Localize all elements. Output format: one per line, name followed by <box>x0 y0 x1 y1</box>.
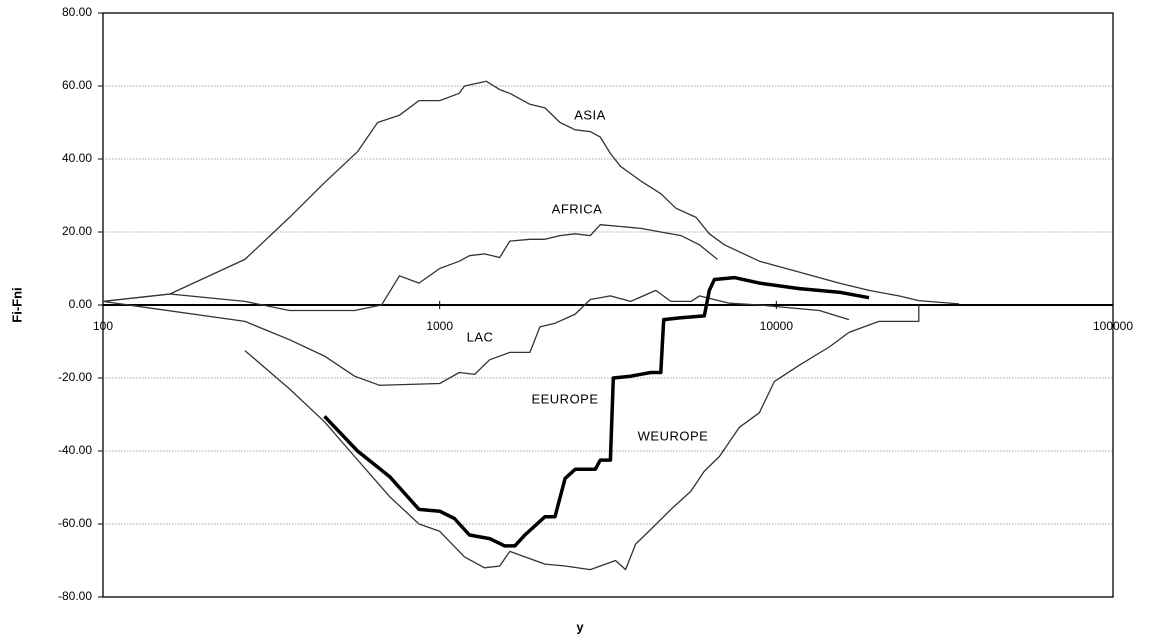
y-tick-label: -60.00 <box>58 516 92 530</box>
series-label: LAC <box>467 329 494 344</box>
y-tick-label: 40.00 <box>62 151 92 165</box>
x-tick-label: 10000 <box>760 319 794 333</box>
series-label: EEUROPE <box>531 391 598 406</box>
y-tick-label: -40.00 <box>58 443 92 457</box>
y-tick-label: 0.00 <box>69 297 93 311</box>
x-tick-label: 1000 <box>426 319 453 333</box>
series-label: ASIA <box>574 107 606 122</box>
y-tick-label: -20.00 <box>58 370 92 384</box>
series-label: AFRICA <box>552 201 603 216</box>
y-tick-label: 60.00 <box>62 78 92 92</box>
y-tick-label: -80.00 <box>58 589 92 603</box>
y-axis-title: Fi-Fni <box>9 287 24 322</box>
series-line <box>102 289 850 386</box>
y-tick-label: 20.00 <box>62 224 92 238</box>
series-label: WEUROPE <box>638 428 709 443</box>
series-line <box>323 275 870 548</box>
y-tick-label: 80.00 <box>62 5 92 19</box>
x-tick-label: 100 <box>93 319 113 333</box>
x-axis-title: y <box>576 619 584 634</box>
series-line <box>244 305 920 571</box>
x-tick-label: 100000 <box>1093 319 1133 333</box>
series-line <box>102 224 718 312</box>
series-line <box>102 80 960 305</box>
